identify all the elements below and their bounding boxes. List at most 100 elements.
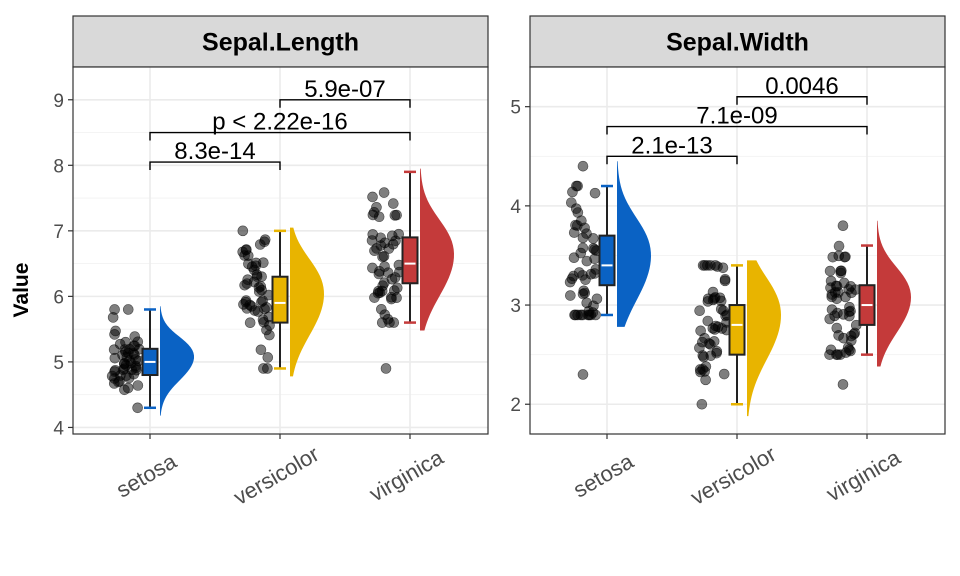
comparison-bracket: [606, 155, 738, 165]
data-point: [572, 207, 584, 218]
comparison-bracket: [149, 161, 281, 171]
x-tick-label: virginica: [822, 444, 905, 506]
data-point: [379, 309, 391, 320]
facet-title: Sepal.Length: [202, 29, 359, 57]
y-tick-label: 2: [510, 395, 521, 416]
x-tick-label: versicolor: [686, 441, 780, 510]
data-point: [830, 280, 842, 292]
panel-0: Sepal.Length 5.9e-07 p < 2.22e-168.3e-14 4 5…: [53, 15, 489, 510]
data-point: [129, 331, 141, 342]
data-point: [379, 261, 390, 272]
data-point: [718, 368, 730, 380]
data-point: [577, 242, 589, 254]
data-point: [388, 317, 400, 328]
y-tick-label: 7: [53, 222, 64, 243]
box-virginica: [401, 236, 419, 285]
data-point: [568, 270, 579, 282]
y-tick-label: 4: [53, 418, 64, 439]
data-point: [833, 240, 845, 252]
data-point: [240, 295, 252, 306]
violin-half-virginica: [877, 220, 911, 367]
data-point: [824, 265, 836, 277]
facet-title: Sepal.Width: [666, 29, 809, 57]
data-point: [368, 207, 380, 218]
box-setosa: [598, 234, 616, 287]
data-point: [835, 349, 846, 360]
data-point: [567, 186, 578, 198]
outlier-point: [837, 220, 849, 232]
data-point: [708, 293, 720, 304]
data-point: [378, 187, 390, 198]
data-point: [244, 317, 256, 329]
data-point: [262, 352, 274, 363]
data-point: [389, 210, 401, 221]
y-tick-label: 4: [510, 197, 521, 218]
data-point: [697, 364, 708, 375]
data-point: [836, 265, 847, 277]
box-versicolor: [728, 304, 746, 356]
comparison-label: 8.3e-14: [174, 138, 255, 165]
data-point: [237, 225, 249, 237]
facet-strip: [72, 15, 489, 68]
outlier-point: [577, 369, 589, 380]
y-tick-label: 5: [53, 353, 64, 374]
data-point: [696, 398, 708, 410]
comparison-bracket: [736, 96, 868, 105]
data-point: [702, 315, 714, 327]
data-point: [715, 303, 727, 315]
data-point: [694, 305, 705, 317]
comparison-label: 5.9e-07: [304, 76, 385, 103]
outlier-point: [837, 379, 849, 390]
data-point: [709, 324, 721, 335]
data-point: [578, 285, 590, 297]
data-point: [589, 253, 600, 265]
data-point: [386, 230, 398, 242]
y-tick-label: 6: [53, 287, 64, 308]
y-axis-title-text: Value: [10, 262, 33, 318]
comparison-bracket: [279, 99, 411, 108]
data-point: [843, 284, 855, 295]
data-point: [367, 262, 378, 274]
data-point: [568, 252, 580, 263]
y-tick-label: 9: [53, 91, 64, 112]
box-versicolor: [271, 275, 289, 324]
data-point: [838, 332, 849, 344]
comparison-label: p < 2.22e-16: [212, 109, 347, 136]
x-tick-label: setosa: [112, 448, 181, 502]
data-point: [719, 275, 731, 287]
data-point: [132, 402, 143, 414]
comparison-label: 2.1e-13: [631, 132, 712, 159]
data-point: [255, 344, 267, 356]
data-point: [829, 310, 840, 322]
data-point: [565, 290, 576, 301]
data-point: [110, 325, 121, 337]
data-point: [375, 232, 386, 244]
data-point: [703, 338, 715, 349]
y-axis-title: Value: [2, 200, 42, 380]
data-point: [587, 233, 599, 244]
data-point: [250, 257, 262, 269]
violin-half-setosa: [160, 306, 194, 416]
data-point: [590, 309, 601, 321]
data-point: [117, 364, 129, 376]
data-point: [705, 350, 717, 361]
data-point: [379, 277, 390, 288]
data-point: [577, 270, 588, 281]
data-point: [262, 363, 273, 374]
violin-half-versicolor: [747, 260, 781, 417]
data-point: [391, 292, 402, 304]
data-point: [826, 289, 838, 300]
data-point: [374, 287, 386, 298]
data-point: [588, 300, 599, 312]
data-point: [572, 309, 583, 321]
x-tick-label: setosa: [569, 448, 638, 502]
data-point: [259, 234, 271, 245]
y-tick-label: 3: [510, 296, 521, 317]
x-tick-label: virginica: [365, 444, 448, 506]
data-point: [132, 380, 144, 391]
panel-1: Sepal.Width 0.0046 7.1e-092.1e-13 2 3 4 5 setos…: [510, 15, 946, 510]
data-point: [839, 251, 850, 263]
data-point: [261, 324, 272, 336]
data-point: [367, 191, 378, 203]
